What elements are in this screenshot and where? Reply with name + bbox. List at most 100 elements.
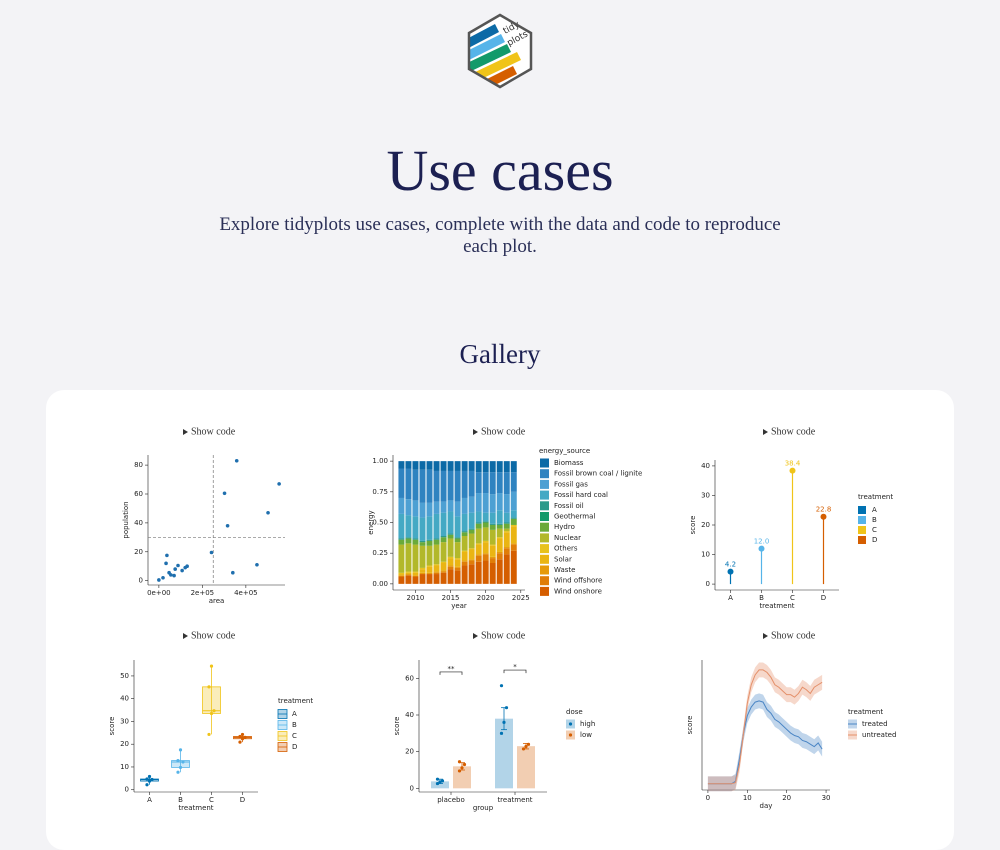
- show-code-toggle[interactable]: Show code: [191, 426, 236, 437]
- y-tick-label: 10: [701, 551, 710, 559]
- show-code-toggle[interactable]: Show code: [481, 630, 526, 641]
- bar-segment: [419, 502, 426, 518]
- bar-segment: [447, 556, 454, 559]
- bar-segment: [454, 537, 461, 539]
- x-axis-label: area: [209, 597, 225, 605]
- toggle-arrow[interactable]: [183, 633, 188, 639]
- show-code-toggle[interactable]: Show code: [481, 426, 526, 437]
- bar-segment: [440, 571, 447, 573]
- x-tick-label: B: [178, 796, 183, 804]
- legend-swatch: [540, 576, 549, 586]
- y-tick-label: 10: [120, 763, 129, 771]
- bar-segment: [412, 469, 419, 501]
- data-point: [178, 765, 183, 770]
- bar-segment: [433, 470, 440, 502]
- bar-segment: [454, 470, 461, 502]
- show-code-toggle[interactable]: Show code: [191, 630, 236, 641]
- y-axis-label: score: [393, 717, 401, 736]
- bar-segment: [447, 534, 454, 539]
- bar-segment: [489, 524, 496, 530]
- bar-segment: [503, 523, 510, 529]
- scatter-point: [225, 523, 230, 528]
- x-tick-label: A: [147, 796, 152, 804]
- bar-segment: [419, 545, 426, 568]
- bar-segment: [433, 461, 440, 471]
- bar-segment: [433, 565, 440, 572]
- x-tick-label: 4e+05: [234, 589, 258, 597]
- show-code-toggle[interactable]: Show code: [771, 426, 816, 437]
- data-point: [240, 737, 245, 741]
- x-axis-label: day: [760, 802, 773, 810]
- data-point: [438, 780, 442, 784]
- x-axis-label: year: [451, 602, 467, 610]
- bar-segment: [510, 524, 517, 527]
- bar-segment: [440, 561, 447, 563]
- bar-segment: [405, 574, 412, 576]
- bar-segment: [468, 470, 475, 497]
- legend-swatch: [858, 516, 866, 524]
- bar-segment: [489, 461, 496, 473]
- data-point: [499, 731, 504, 735]
- bar-segment: [482, 461, 489, 473]
- bar-segment: [426, 565, 433, 567]
- bar: [431, 781, 449, 789]
- y-tick-label: 0.50: [372, 519, 388, 527]
- toggle-arrow[interactable]: [183, 429, 188, 435]
- x-tick-label: B: [759, 594, 764, 602]
- data-point: [178, 748, 183, 752]
- y-axis-label: score: [686, 716, 694, 735]
- bar-segment: [419, 540, 426, 543]
- bar-segment: [510, 518, 517, 525]
- show-code-toggle[interactable]: Show code: [771, 630, 816, 641]
- data-point: [502, 720, 506, 724]
- bar-segment: [482, 554, 489, 561]
- y-tick-label: 40: [701, 462, 710, 470]
- bar-segment: [419, 567, 426, 570]
- bar-segment: [426, 516, 433, 540]
- legend-label: Others: [554, 545, 578, 553]
- bar-segment: [454, 516, 461, 538]
- legend-label: high: [580, 720, 595, 728]
- scatter-point: [169, 573, 173, 577]
- bar-segment: [510, 544, 517, 551]
- bar-segment: [440, 461, 447, 471]
- data-point: [440, 779, 445, 783]
- bar-segment: [496, 472, 503, 494]
- legend-swatch: [540, 533, 549, 543]
- y-tick-label: 20: [701, 521, 710, 529]
- y-tick-label: 40: [120, 695, 129, 703]
- scatter-point: [172, 573, 176, 578]
- bar-segment: [496, 528, 503, 538]
- data-point: [209, 711, 214, 716]
- x-tick-label: C: [209, 796, 214, 804]
- legend-label: Biomass: [554, 459, 584, 467]
- box-body: [202, 686, 221, 714]
- y-tick-label: 1.00: [372, 457, 388, 465]
- data-point: [435, 777, 440, 781]
- bar-segment: [440, 537, 447, 543]
- scatter-point: [165, 553, 169, 558]
- bar-segment: [482, 540, 489, 543]
- toggle-arrow[interactable]: [473, 429, 478, 435]
- toggle-arrow[interactable]: [473, 633, 478, 639]
- x-tick-label: 0: [706, 794, 710, 802]
- toggle-arrow[interactable]: [763, 429, 768, 435]
- data-point: [435, 781, 440, 786]
- bar-segment: [419, 469, 426, 503]
- bar-segment: [426, 502, 433, 517]
- scatter-point: [176, 563, 180, 568]
- bar-segment: [496, 559, 503, 584]
- bar-segment: [503, 554, 510, 584]
- bar-segment: [440, 563, 447, 571]
- bar-segment: [447, 569, 454, 584]
- bar-segment: [412, 500, 419, 517]
- bar-segment: [482, 527, 489, 541]
- legend-label: C: [292, 732, 297, 740]
- data-point: [147, 774, 152, 779]
- toggle-arrow[interactable]: [763, 633, 768, 639]
- bar-segment: [461, 560, 468, 562]
- bar-segment: [405, 538, 412, 544]
- bar-segment: [510, 550, 517, 584]
- bar-segment: [482, 522, 489, 528]
- legend-label: low: [580, 731, 592, 739]
